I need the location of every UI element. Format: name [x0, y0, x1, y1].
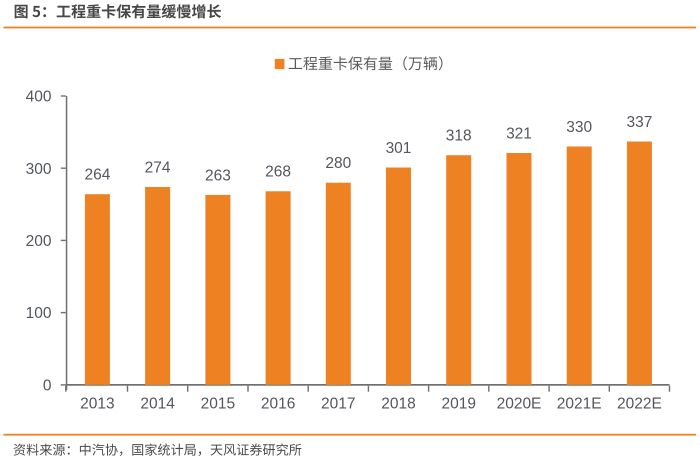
svg-text:330: 330	[566, 119, 592, 136]
svg-text:2022E: 2022E	[617, 396, 662, 413]
svg-text:100: 100	[26, 305, 52, 322]
svg-text:321: 321	[506, 125, 532, 142]
svg-text:337: 337	[626, 114, 652, 131]
svg-text:2019: 2019	[441, 396, 475, 413]
svg-text:280: 280	[325, 155, 351, 172]
svg-text:263: 263	[205, 167, 231, 184]
svg-text:2018: 2018	[381, 396, 415, 413]
svg-text:2015: 2015	[201, 396, 235, 413]
svg-text:2013: 2013	[80, 396, 114, 413]
svg-text:274: 274	[145, 159, 171, 176]
svg-text:200: 200	[26, 233, 52, 250]
svg-text:2020E: 2020E	[497, 396, 542, 413]
svg-text:400: 400	[26, 89, 52, 106]
svg-text:2016: 2016	[261, 396, 295, 413]
svg-text:0: 0	[43, 378, 52, 395]
svg-text:264: 264	[84, 167, 110, 184]
svg-text:268: 268	[265, 164, 291, 181]
svg-text:318: 318	[446, 128, 472, 145]
svg-text:2021E: 2021E	[557, 396, 602, 413]
svg-text:2014: 2014	[140, 396, 175, 413]
svg-text:2017: 2017	[321, 396, 355, 413]
svg-text:301: 301	[386, 140, 412, 157]
svg-text:300: 300	[26, 161, 52, 178]
